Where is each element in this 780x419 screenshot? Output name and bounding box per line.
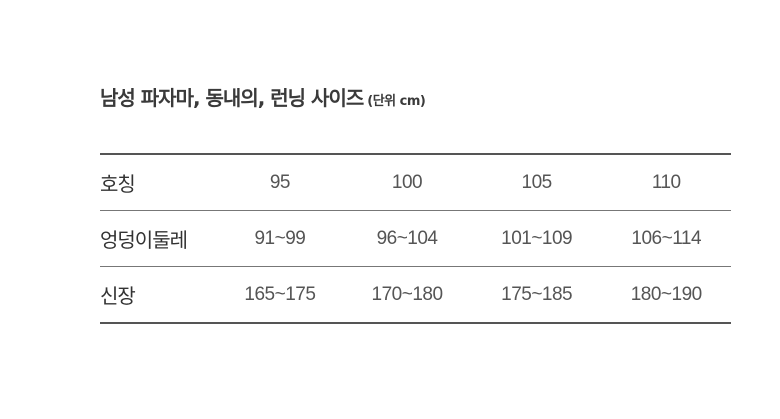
table-cell: 101~109 <box>501 227 573 249</box>
table-cell: 175~185 <box>501 283 573 305</box>
table-cell: 105 <box>521 171 553 193</box>
table-cell: 91~99 <box>254 227 306 249</box>
table-cell: 96~104 <box>376 227 438 249</box>
row-label: 신장 <box>100 284 136 308</box>
table-cell: 106~114 <box>631 227 702 249</box>
table-cell: 180~190 <box>630 283 702 305</box>
title-main: 남성 파자마, 동내의, 런닝 사이즈 <box>100 86 364 110</box>
table-cell: 95 <box>269 171 291 193</box>
table-row-height: 신장 165~175 170~180 175~185 180~190 <box>100 267 731 322</box>
row-label: 호칭 <box>100 172 136 196</box>
page-title: 남성 파자마, 동내의, 런닝 사이즈 (단위 cm) <box>100 82 426 111</box>
title-unit: (단위 cm) <box>367 94 426 109</box>
size-table: 호칭 95 100 105 110 엉덩이둘레 91~99 96~104 101… <box>100 153 731 324</box>
table-cell: 100 <box>391 171 423 193</box>
table-row-size: 호칭 95 100 105 110 <box>100 155 731 211</box>
table-cell: 110 <box>651 171 681 193</box>
table-cell: 165~175 <box>244 283 316 305</box>
row-label: 엉덩이둘레 <box>100 228 188 252</box>
table-cell: 170~180 <box>371 283 443 305</box>
table-row-hip: 엉덩이둘레 91~99 96~104 101~109 106~114 <box>100 211 731 267</box>
